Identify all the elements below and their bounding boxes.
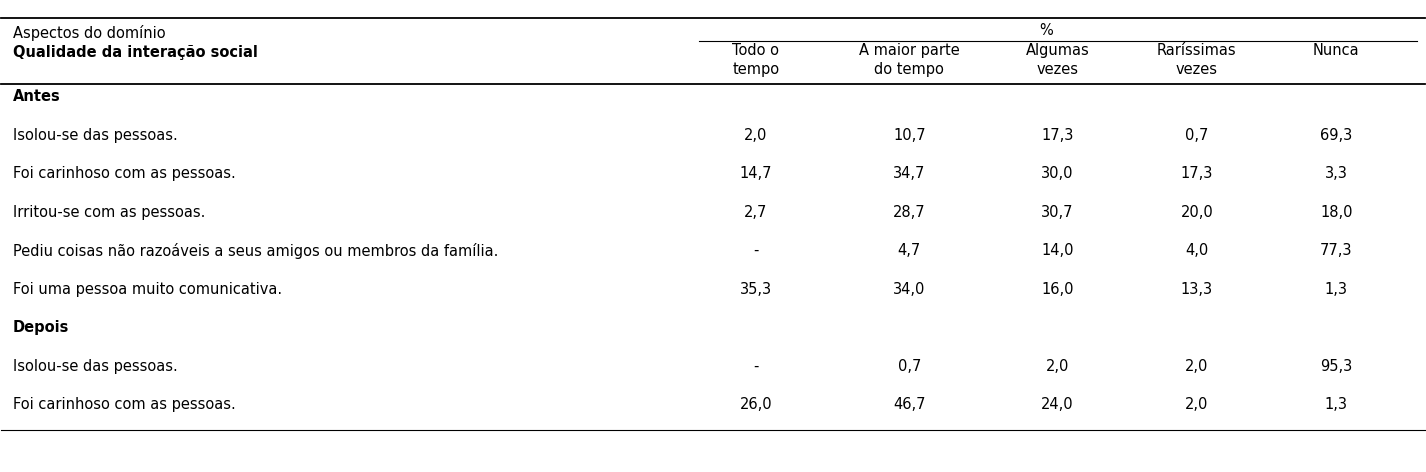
Text: 2,0: 2,0 (1185, 359, 1209, 374)
Text: Depois: Depois (13, 320, 68, 335)
Text: Foi carinhoso com as pessoas.: Foi carinhoso com as pessoas. (13, 166, 235, 181)
Text: 30,7: 30,7 (1041, 205, 1074, 220)
Text: 13,3: 13,3 (1181, 282, 1214, 297)
Text: 10,7: 10,7 (893, 128, 925, 143)
Text: 77,3: 77,3 (1320, 243, 1353, 258)
Text: 18,0: 18,0 (1320, 205, 1353, 220)
Text: 3,3: 3,3 (1325, 166, 1348, 181)
Text: Irritou-se com as pessoas.: Irritou-se com as pessoas. (13, 205, 205, 220)
Text: Nunca: Nunca (1313, 43, 1359, 59)
Text: 4,7: 4,7 (898, 243, 921, 258)
Text: 0,7: 0,7 (898, 359, 921, 374)
Text: 1,3: 1,3 (1325, 282, 1348, 297)
Text: 2,7: 2,7 (744, 205, 767, 220)
Text: 17,3: 17,3 (1041, 128, 1074, 143)
Text: Aspectos do domínio: Aspectos do domínio (13, 25, 165, 41)
Text: %: % (1040, 23, 1052, 37)
Text: 30,0: 30,0 (1041, 166, 1074, 181)
Text: 17,3: 17,3 (1181, 166, 1214, 181)
Text: 16,0: 16,0 (1041, 282, 1074, 297)
Text: 69,3: 69,3 (1320, 128, 1352, 143)
Text: 34,7: 34,7 (893, 166, 925, 181)
Text: 35,3: 35,3 (740, 282, 771, 297)
Text: -: - (753, 243, 759, 258)
Text: 46,7: 46,7 (893, 397, 925, 412)
Text: 34,0: 34,0 (893, 282, 925, 297)
Text: 28,7: 28,7 (893, 205, 925, 220)
Text: 4,0: 4,0 (1185, 243, 1208, 258)
Text: Isolou-se das pessoas.: Isolou-se das pessoas. (13, 128, 177, 143)
Text: Algumas
vezes: Algumas vezes (1025, 43, 1089, 77)
Text: 1,3: 1,3 (1325, 397, 1348, 412)
Text: Raríssimas
vezes: Raríssimas vezes (1156, 43, 1236, 77)
Text: Foi carinhoso com as pessoas.: Foi carinhoso com as pessoas. (13, 397, 235, 412)
Text: 14,0: 14,0 (1041, 243, 1074, 258)
Text: 14,7: 14,7 (740, 166, 771, 181)
Text: Antes: Antes (13, 89, 60, 104)
Text: 2,0: 2,0 (1185, 397, 1209, 412)
Text: 2,0: 2,0 (744, 128, 767, 143)
Text: Foi uma pessoa muito comunicativa.: Foi uma pessoa muito comunicativa. (13, 282, 282, 297)
Text: A maior parte
do tempo: A maior parte do tempo (858, 43, 960, 77)
Text: 24,0: 24,0 (1041, 397, 1074, 412)
Text: 20,0: 20,0 (1181, 205, 1214, 220)
Text: 0,7: 0,7 (1185, 128, 1209, 143)
Text: -: - (753, 359, 759, 374)
Text: Qualidade da interação social: Qualidade da interação social (13, 45, 258, 60)
Text: Isolou-se das pessoas.: Isolou-se das pessoas. (13, 359, 177, 374)
Text: 95,3: 95,3 (1320, 359, 1352, 374)
Text: Pediu coisas não razoáveis a seus amigos ou membros da família.: Pediu coisas não razoáveis a seus amigos… (13, 243, 498, 259)
Text: Todo o
tempo: Todo o tempo (732, 43, 779, 77)
Text: 26,0: 26,0 (740, 397, 771, 412)
Text: 2,0: 2,0 (1045, 359, 1070, 374)
